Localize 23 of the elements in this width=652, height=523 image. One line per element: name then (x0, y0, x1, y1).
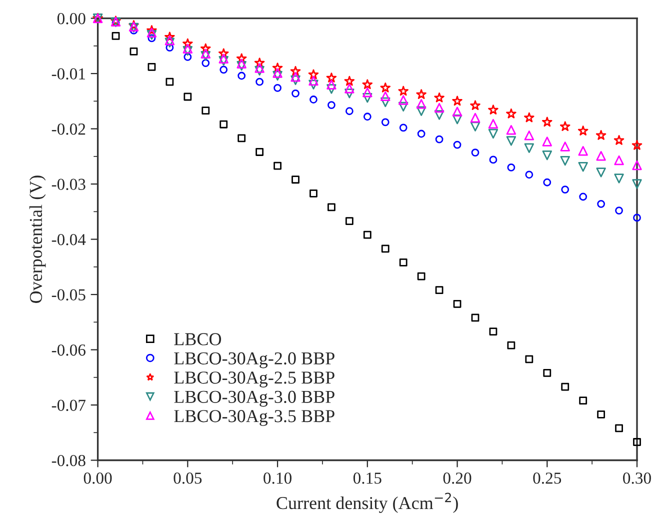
y-tick-label: -0.08 (52, 454, 86, 466)
x-tick-label: 0.25 (533, 472, 562, 484)
x-tick-label: 0.20 (443, 472, 472, 484)
x-tick-label: 0.00 (84, 472, 112, 484)
legend-label: LBCO-30Ag-2.5 BBP (174, 372, 334, 388)
legend-label: LBCO-30Ag-2.0 BBP (174, 352, 334, 368)
legend-label: LBCO-30Ag-3.0 BBP (174, 390, 334, 407)
x-tick-label: 0.05 (174, 472, 202, 484)
legend-label: LBCO-30Ag-3.5 BBP (174, 410, 334, 426)
x-tick-label: 0.10 (264, 472, 292, 484)
y-tick-label: -0.01 (52, 68, 85, 80)
y-tick-label: -0.07 (52, 400, 86, 412)
y-tick-label: -0.02 (52, 123, 86, 135)
x-tick-label: 0.15 (353, 472, 382, 484)
y-tick-label: -0.03 (52, 178, 86, 190)
y-tick-label: -0.05 (52, 289, 86, 301)
y-tick-label: 0.00 (57, 13, 86, 24)
legend-label: LBCO (174, 333, 222, 346)
y-tick-label: -0.06 (52, 344, 86, 356)
y-axis-title: Overpotential (V) (29, 176, 46, 303)
y-tick-label: -0.04 (52, 234, 86, 246)
x-tick-label: 0.30 (623, 472, 651, 484)
x-axis-title: Current density (Acm$^{−2}$) (276, 492, 458, 513)
